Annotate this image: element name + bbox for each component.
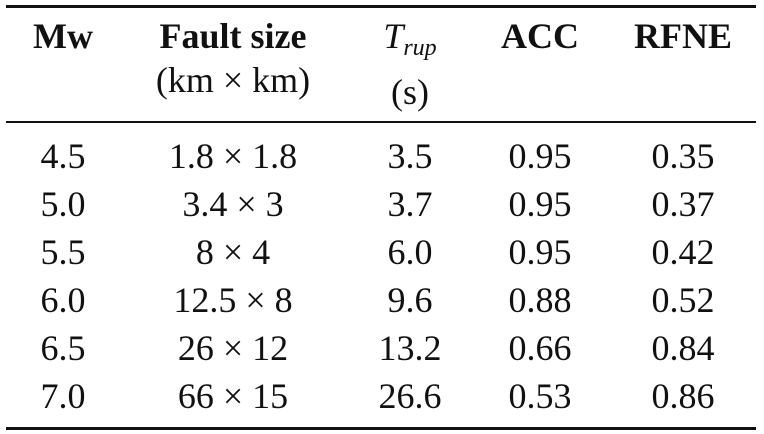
- cell-fault-size: 12.5 × 8: [173, 280, 293, 320]
- cell-trup: 3.5: [387, 136, 433, 176]
- cell-acc: 0.66: [508, 328, 572, 368]
- cell-mw: 5.5: [40, 232, 86, 272]
- cell-fault-size: 8 × 4: [195, 232, 271, 272]
- bottom-rule: [6, 427, 756, 430]
- cell-fault-size: 1.8 × 1.8: [168, 136, 298, 176]
- cell-mw: 4.5: [40, 136, 86, 176]
- header-rfne: RFNE: [618, 14, 748, 58]
- cell-acc: 0.88: [508, 280, 572, 320]
- cell-fault-size: 26 × 12: [177, 328, 289, 368]
- cell-acc: 0.95: [508, 232, 572, 272]
- table-row: 6.5 26 × 12 13.2 0.66 0.84: [0, 324, 764, 372]
- cell-rfne: 0.86: [651, 376, 715, 416]
- top-rule: [6, 5, 756, 8]
- header-rule: [6, 121, 756, 123]
- header-trup-unit: (s): [391, 72, 429, 112]
- cell-acc: 0.95: [508, 136, 572, 176]
- table-row: 7.0 66 × 15 26.6 0.53 0.86: [0, 372, 764, 420]
- cell-acc: 0.53: [508, 376, 572, 416]
- cell-acc: 0.95: [508, 184, 572, 224]
- cell-fault-size: 3.4 × 3: [182, 184, 284, 224]
- header-trup: Trup (s): [360, 14, 460, 114]
- cell-rfne: 0.35: [651, 136, 715, 176]
- table-row: 5.5 8 × 4 6.0 0.95 0.42: [0, 228, 764, 276]
- cell-rfne: 0.42: [651, 232, 715, 272]
- cell-trup: 26.6: [378, 376, 442, 416]
- cell-rfne: 0.37: [651, 184, 715, 224]
- header-fault-size-unit: (km × km): [155, 60, 311, 100]
- table-row: 4.5 1.8 × 1.8 3.5 0.95 0.35: [0, 132, 764, 180]
- table-row: 5.0 3.4 × 3 3.7 0.95 0.37: [0, 180, 764, 228]
- header-mw: Mw: [18, 14, 108, 58]
- cell-trup: 13.2: [378, 328, 442, 368]
- cell-fault-size: 66 × 15: [177, 376, 289, 416]
- header-acc-label: ACC: [501, 16, 579, 56]
- header-fault-size: Fault size (km × km): [128, 14, 338, 102]
- cell-rfne: 0.52: [651, 280, 715, 320]
- cell-rfne: 0.84: [651, 328, 715, 368]
- cell-trup: 3.7: [387, 184, 433, 224]
- table-row: 6.0 12.5 × 8 9.6 0.88 0.52: [0, 276, 764, 324]
- header-trup-label: Trup: [383, 16, 437, 61]
- cell-mw: 6.5: [40, 328, 86, 368]
- cell-mw: 6.0: [40, 280, 86, 320]
- cell-trup: 6.0: [387, 232, 433, 272]
- header-fault-size-label: Fault size: [159, 16, 307, 56]
- header-mw-label: Mw: [33, 16, 93, 56]
- header-acc: ACC: [485, 14, 595, 58]
- cell-trup: 9.6: [387, 280, 433, 320]
- header-rfne-label: RFNE: [634, 16, 732, 56]
- cell-mw: 7.0: [40, 376, 86, 416]
- cell-mw: 5.0: [40, 184, 86, 224]
